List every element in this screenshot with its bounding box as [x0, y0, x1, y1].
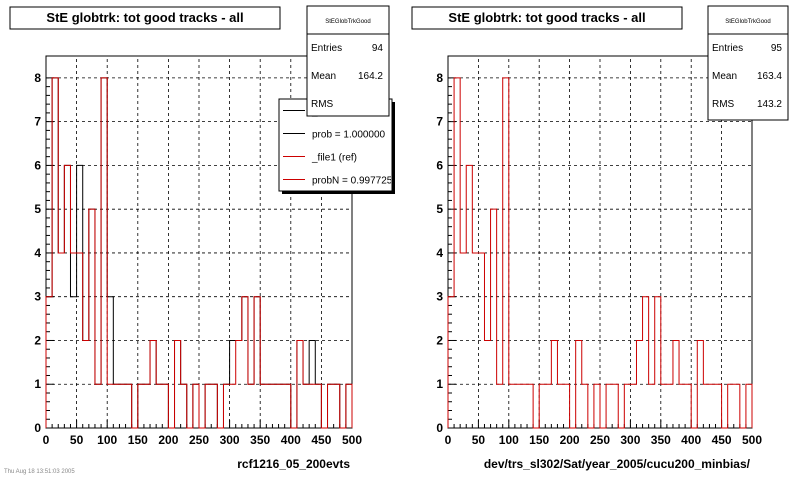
y-tick-label: 4: [34, 246, 41, 260]
y-tick-label: 8: [436, 71, 443, 85]
histogram-series-2: [45, 77, 353, 429]
x-tick-label: 250: [590, 433, 610, 447]
stats-value-mean: 163.4: [757, 71, 782, 82]
stats-value-entries: 94: [372, 43, 384, 54]
x-tick-label: 50: [472, 433, 486, 447]
legend-entry-2: prob = 1.000000: [312, 130, 386, 141]
y-tick-label: 6: [34, 158, 41, 172]
title-box: [9, 6, 281, 30]
x-tick-label: 400: [681, 433, 701, 447]
x-tick-label: 150: [128, 433, 148, 447]
x-tick-label: 150: [529, 433, 549, 447]
y-tick-label: 0: [34, 421, 41, 435]
x-tick-label: 100: [97, 433, 117, 447]
y-tick-label: 5: [34, 202, 41, 216]
y-tick-label: 3: [34, 290, 41, 304]
x-axis-label: rcf1216_05_200evts: [237, 457, 350, 471]
y-tick-label: 4: [436, 246, 443, 260]
stats-title: StEGlobTrkGood: [325, 19, 370, 25]
x-tick-label: 500: [342, 433, 362, 447]
grid-lines: [448, 56, 752, 428]
y-tick-label: 1: [436, 377, 443, 391]
y-tick-label: 2: [34, 333, 41, 347]
chart-title: StE globtrk: tot good tracks - all: [448, 10, 645, 25]
y-tick-label: 1: [34, 377, 41, 391]
footer-timestamp: Thu Aug 18 13:51:03 2005: [4, 469, 75, 475]
stats-label-entries: Entries: [712, 43, 743, 54]
x-tick-label: 200: [560, 433, 580, 447]
stats-value-entries: 95: [771, 43, 783, 54]
stats-box: StEGlobTrkGood Entries 94 Mean 164.2 RMS: [306, 5, 390, 117]
x-tick-label: 350: [651, 433, 671, 447]
x-tick-label: 100: [499, 433, 519, 447]
x-tick-label: 400: [281, 433, 301, 447]
x-tick-label: 0: [445, 433, 452, 447]
x-axis-label: dev/trs_sl302/Sat/year_2005/cucu200_minb…: [484, 457, 751, 471]
x-tick-label: 50: [70, 433, 84, 447]
stats-label-mean: Mean: [311, 71, 336, 82]
stats-label-entries: Entries: [311, 43, 342, 54]
stats-frame: [707, 5, 789, 121]
legend-entry-4: probN = 0.997725: [312, 176, 393, 187]
x-tick-label: 200: [158, 433, 178, 447]
title-box: [411, 6, 683, 30]
stats-value-mean: 164.2: [358, 71, 383, 82]
stats-box: StEGlobTrkGood Entries 95 Mean 163.4 RMS 143.2: [707, 5, 789, 121]
y-tick-label: 0: [436, 421, 443, 435]
x-tick-label: 250: [189, 433, 209, 447]
stats-label-rms: RMS: [311, 99, 334, 110]
chart-title: StE globtrk: tot good tracks - all: [46, 10, 243, 25]
y-tick-label: 2: [436, 333, 443, 347]
stats-value-rms: 143.2: [757, 99, 782, 110]
x-tick-label: 350: [250, 433, 270, 447]
x-tick-label: 450: [712, 433, 732, 447]
y-tick-label: 3: [436, 290, 443, 304]
y-tick-label: 6: [436, 158, 443, 172]
y-tick-label: 8: [34, 71, 41, 85]
legend-entry-3: _file1 (ref): [311, 153, 357, 164]
stats-title: StEGlobTrkGood: [725, 19, 770, 25]
x-tick-label: 500: [742, 433, 762, 447]
y-tick-label: 7: [34, 115, 41, 129]
x-tick-label: 450: [311, 433, 331, 447]
stats-frame: [306, 5, 390, 117]
y-tick-label: 7: [436, 115, 443, 129]
x-tick-label: 300: [220, 433, 240, 447]
x-tick-label: 0: [43, 433, 50, 447]
histogram-series-1: [447, 77, 753, 429]
stats-label-rms: RMS: [712, 99, 735, 110]
x-tick-label: 300: [620, 433, 640, 447]
y-tick-label: 5: [436, 202, 443, 216]
stats-label-mean: Mean: [712, 71, 737, 82]
